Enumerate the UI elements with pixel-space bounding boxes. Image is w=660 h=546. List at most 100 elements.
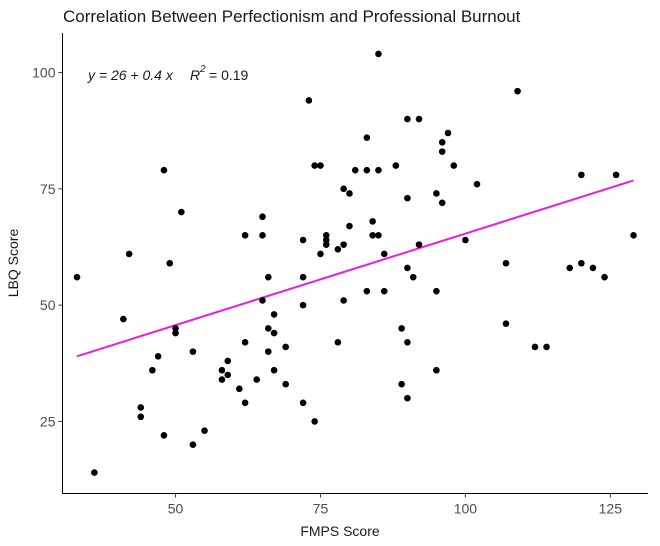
data-point	[218, 366, 226, 374]
data-point	[259, 213, 266, 221]
x-tick-label: 50	[168, 501, 184, 517]
data-point	[317, 162, 324, 169]
data-point	[154, 352, 162, 360]
x-tick-label: 125	[599, 501, 623, 517]
data-point	[473, 180, 481, 188]
data-point	[375, 50, 382, 58]
equation-label: y = 26 + 0.4 x	[87, 67, 174, 83]
y-tick-label: 100	[32, 65, 56, 81]
data-point	[369, 218, 376, 225]
data-point	[73, 273, 81, 281]
data-point	[462, 236, 469, 244]
data-point	[630, 232, 637, 239]
data-point	[340, 185, 347, 193]
axis-ticks: 50 75 100 125 25 50 75 100	[32, 65, 622, 517]
data-point	[160, 432, 168, 439]
data-point	[404, 339, 411, 346]
data-point	[149, 366, 156, 374]
data-point	[201, 427, 208, 435]
y-tick-label: 75	[40, 181, 56, 197]
data-point	[578, 259, 585, 267]
data-point	[172, 325, 179, 332]
data-point	[166, 259, 174, 267]
data-point	[241, 339, 249, 346]
data-point	[404, 194, 411, 202]
data-point	[514, 87, 521, 95]
plot-area	[62, 33, 648, 494]
data-point	[299, 301, 307, 309]
y-tick-label: 25	[40, 413, 56, 429]
data-point	[578, 171, 585, 179]
x-tick-label: 100	[454, 501, 478, 517]
data-point	[334, 339, 342, 346]
data-point	[178, 208, 185, 216]
data-point	[317, 250, 324, 258]
data-point	[369, 232, 376, 239]
data-point	[444, 129, 452, 137]
data-point	[305, 97, 313, 104]
data-point	[189, 348, 197, 355]
data-point	[404, 394, 411, 402]
data-point	[375, 232, 382, 239]
data-point	[259, 232, 266, 239]
data-point	[380, 250, 388, 258]
fit-line-group	[76, 179, 634, 358]
data-point	[160, 166, 168, 174]
data-point	[438, 148, 446, 155]
data-point	[340, 297, 347, 304]
x-tick-label: 75	[313, 501, 329, 517]
data-point	[270, 311, 278, 318]
regression-line	[76, 179, 634, 358]
data-point	[543, 343, 550, 351]
data-point	[91, 469, 98, 476]
data-point	[340, 241, 347, 248]
data-point	[120, 315, 127, 323]
x-axis-label: FMPS Score	[300, 523, 380, 539]
data-point	[299, 236, 307, 244]
data-point	[375, 166, 382, 174]
data-point	[172, 329, 179, 337]
data-point	[380, 287, 388, 295]
data-point	[334, 245, 342, 253]
points-group	[73, 50, 637, 476]
data-point	[398, 380, 405, 388]
data-point	[363, 166, 371, 174]
data-point	[282, 380, 289, 388]
data-point	[346, 190, 353, 197]
data-point	[270, 366, 278, 374]
data-point	[189, 441, 197, 448]
data-point	[253, 376, 261, 383]
data-point	[612, 171, 620, 179]
data-point	[566, 264, 574, 272]
data-point	[264, 273, 272, 281]
data-point	[351, 166, 359, 174]
data-point	[415, 241, 423, 248]
data-point	[137, 413, 145, 421]
r-squared-value: = 0.19	[209, 67, 249, 83]
data-point	[322, 232, 330, 239]
data-point	[282, 343, 289, 351]
data-point	[264, 325, 272, 332]
data-point	[502, 320, 510, 328]
data-point	[409, 273, 417, 281]
data-point	[589, 264, 597, 272]
data-point	[398, 325, 405, 332]
regression-annotation: y = 26 + 0.4 x R 2 = 0.19	[87, 64, 249, 83]
data-point	[438, 139, 446, 146]
data-point	[259, 297, 266, 304]
data-point	[311, 162, 318, 169]
data-point	[125, 250, 133, 258]
y-tick-label: 50	[40, 297, 56, 313]
r-squared-symbol: R	[190, 67, 200, 83]
data-point	[299, 273, 307, 281]
data-point	[531, 343, 539, 351]
data-point	[224, 371, 232, 379]
data-point	[322, 241, 330, 248]
data-point	[346, 222, 353, 230]
data-point	[404, 115, 411, 123]
data-point	[218, 376, 226, 383]
data-point	[299, 399, 307, 407]
data-point	[404, 264, 411, 272]
data-point	[433, 366, 440, 374]
data-point	[241, 232, 249, 239]
